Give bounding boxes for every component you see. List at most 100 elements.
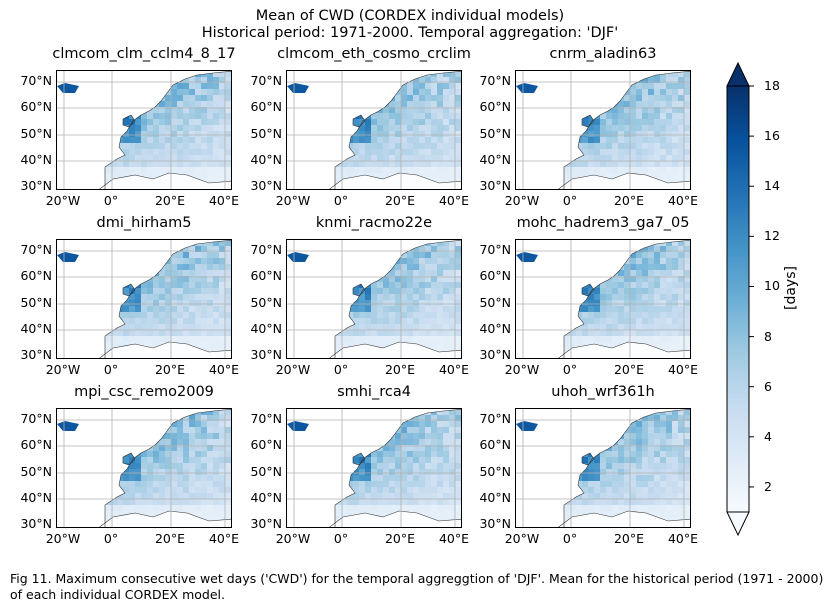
- heatmap-cell: [660, 342, 666, 348]
- heatmap-cell: [171, 433, 177, 439]
- heatmap-cell: [618, 143, 624, 149]
- heatmap-cell: [389, 167, 395, 173]
- heatmap-cell: [612, 276, 618, 282]
- heatmap-cell: [413, 246, 419, 252]
- heatmap-cell: [183, 288, 189, 294]
- heatmap-cell: [111, 499, 117, 505]
- heatmap-cell: [377, 421, 383, 427]
- lat-tick-label: 50°N: [479, 126, 511, 141]
- heatmap-cell: [201, 107, 207, 113]
- heatmap-cell: [642, 463, 648, 469]
- heatmap-cell: [582, 306, 588, 312]
- heatmap-cell: [401, 306, 407, 312]
- heatmap-cell: [407, 264, 413, 270]
- heatmap-cell: [201, 264, 207, 270]
- lat-tick-label: 40°N: [250, 321, 282, 336]
- heatmap-cell: [117, 252, 123, 258]
- heatmap-cell: [213, 246, 219, 252]
- heatmap-cell: [678, 246, 684, 252]
- heatmap-cell: [606, 288, 612, 294]
- heatmap-cell: [159, 427, 165, 433]
- heatmap-cell: [407, 312, 413, 318]
- heatmap-cell: [165, 149, 171, 155]
- heatmap-cell: [636, 101, 642, 107]
- heatmap-cell: [183, 409, 189, 415]
- heatmap-cell: [606, 89, 612, 95]
- heatmap-cell: [401, 270, 407, 276]
- heatmap-cell: [660, 463, 666, 469]
- heatmap-cell: [576, 119, 582, 125]
- heatmap-cell: [612, 499, 618, 505]
- heatmap-cell: [654, 433, 660, 439]
- heatmap-cell: [171, 155, 177, 161]
- coastline: [104, 409, 231, 527]
- heatmap-cell: [165, 451, 171, 457]
- heatmap-cell: [690, 276, 691, 282]
- heatmap-cell: [564, 493, 570, 499]
- heatmap-cell: [395, 493, 401, 499]
- heatmap-cell: [153, 505, 159, 511]
- heatmap-cell: [147, 143, 153, 149]
- heatmap-cell: [377, 342, 383, 348]
- heatmap-cell: [437, 264, 443, 270]
- heatmap-cell: [147, 71, 153, 77]
- heatmap-cell: [690, 71, 691, 77]
- heatmap-cell: [594, 469, 600, 475]
- heatmap-cell: [105, 312, 111, 318]
- heatmap-cell: [123, 131, 129, 137]
- heatmap-cell: [612, 107, 618, 113]
- heatmap-cell: [684, 318, 690, 324]
- heatmap-cell: [443, 475, 449, 481]
- lon-tick-label: 40°E: [438, 362, 470, 377]
- heatmap-cell: [153, 107, 159, 113]
- heatmap-cell: [678, 252, 684, 258]
- heatmap-cell: [684, 288, 690, 294]
- heatmap-cell: [407, 288, 413, 294]
- heatmap-cell: [684, 427, 690, 433]
- heatmap-cell: [189, 487, 195, 493]
- heatmap-cell: [141, 324, 147, 330]
- heatmap-cell: [359, 155, 365, 161]
- heatmap-cell: [335, 71, 341, 77]
- map-panel: [56, 408, 232, 528]
- heatmap-cell: [600, 282, 606, 288]
- heatmap-cell: [443, 294, 449, 300]
- heatmap-cell: [189, 330, 195, 336]
- heatmap-cell: [219, 330, 225, 336]
- heatmap-cell: [636, 119, 642, 125]
- heatmap-cell: [353, 240, 359, 246]
- heatmap-cell: [123, 89, 129, 95]
- heatmap-cell: [159, 89, 165, 95]
- lat-tick-label: 30°N: [479, 178, 511, 193]
- heatmap-cell: [219, 463, 225, 469]
- heatmap-cell: [624, 312, 630, 318]
- heatmap-cell: [359, 487, 365, 493]
- heatmap-cell: [153, 330, 159, 336]
- heatmap-cell: [690, 125, 691, 131]
- heatmap-cell: [594, 149, 600, 155]
- heatmap-cell: [171, 409, 177, 415]
- heatmap-cell: [165, 161, 171, 167]
- heatmap-cell: [153, 131, 159, 137]
- heatmap-cell: [365, 71, 371, 77]
- heatmap-cell: [678, 143, 684, 149]
- heatmap-cell: [383, 318, 389, 324]
- heatmap-cell: [455, 83, 461, 89]
- heatmap-cell: [582, 167, 588, 173]
- heatmap-cell: [413, 270, 419, 276]
- heatmap-cell: [359, 288, 365, 294]
- heatmap-cell: [660, 487, 666, 493]
- heatmap-cell: [377, 499, 383, 505]
- heatmap-cell: [105, 173, 111, 179]
- heatmap-cell: [395, 264, 401, 270]
- heatmap-cell: [413, 282, 419, 288]
- heatmap-cell: [353, 101, 359, 107]
- heatmap-cell: [576, 270, 582, 276]
- heatmap-cell: [177, 318, 183, 324]
- heatmap-cell: [225, 421, 231, 427]
- heatmap-cell: [624, 475, 630, 481]
- heatmap-cell: [201, 330, 207, 336]
- heatmap-cell: [443, 155, 449, 161]
- heatmap-cell: [461, 312, 462, 318]
- heatmap-cell: [371, 173, 377, 179]
